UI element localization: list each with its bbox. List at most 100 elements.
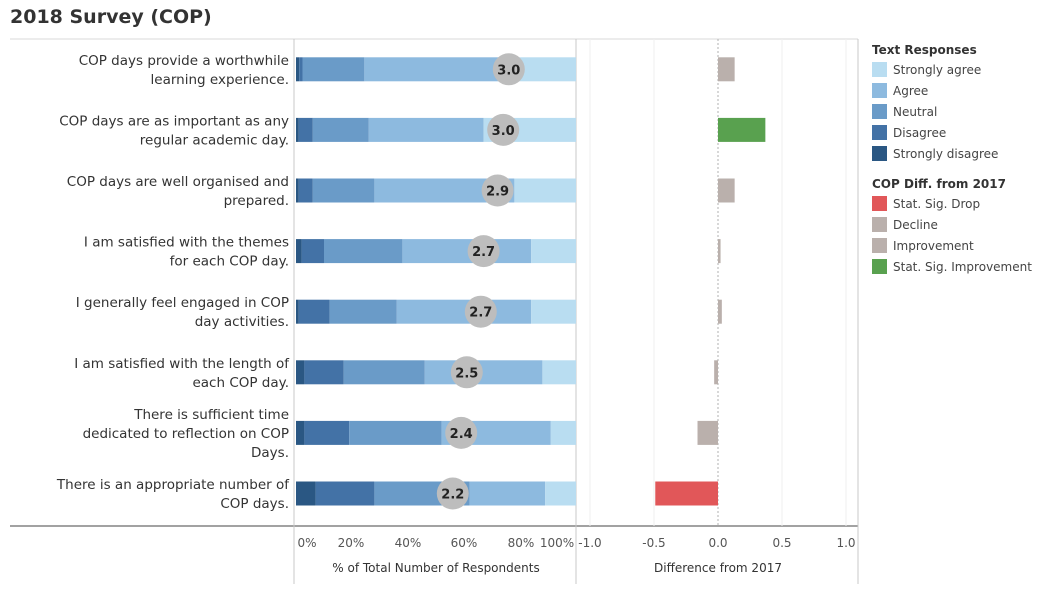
diff-bar — [697, 420, 718, 445]
legend-label: Improvement — [893, 239, 974, 253]
mean-label: 2.9 — [486, 185, 509, 200]
mean-marker — [481, 174, 514, 207]
bar-segment-neutral — [302, 57, 365, 82]
legend-swatch — [872, 146, 887, 161]
bar-segment-neutral — [324, 239, 403, 264]
bar-segment-agree — [402, 239, 532, 264]
bar-segment-strongly-disagree — [296, 178, 299, 203]
legend-swatch — [872, 104, 887, 119]
legend-swatch — [872, 259, 887, 274]
mean-label: 3.0 — [492, 124, 515, 139]
bar-segment-disagree — [304, 360, 344, 385]
question-label: COP days are as important as any regular … — [59, 113, 289, 148]
x-tick-label: 80% — [508, 536, 535, 550]
legend-swatch — [872, 62, 887, 77]
page-title: 2018 Survey (COP) — [10, 6, 212, 28]
mean-marker — [464, 295, 497, 328]
bar-segment-neutral — [312, 117, 369, 142]
legend-swatch — [872, 238, 887, 253]
legend-label: Decline — [893, 218, 938, 232]
mean-label: 2.4 — [450, 427, 473, 442]
mean-label: 2.7 — [472, 245, 495, 260]
question-label: There is sufficient time dedicated to ref… — [83, 407, 289, 461]
legend-swatch — [872, 125, 887, 140]
question-label: I generally feel engaged in COP day activ… — [76, 295, 289, 330]
x-tick-label: 60% — [451, 536, 478, 550]
bar-segment-strongly-disagree — [296, 360, 305, 385]
diff-bar — [655, 481, 718, 506]
mean-marker — [445, 416, 478, 449]
legend-swatch — [872, 217, 887, 232]
diff-bar — [718, 178, 735, 203]
diff-tick-label: -1.0 — [578, 536, 601, 550]
question-label: I am satisfied with the length of each CO… — [74, 356, 290, 391]
bar-segment-neutral — [343, 360, 425, 385]
mean-label: 2.7 — [469, 306, 492, 321]
legend-swatch — [872, 196, 887, 211]
bar-segment-strongly-agree — [531, 299, 576, 324]
bar-segment-disagree — [299, 57, 303, 82]
bar-segment-agree — [364, 57, 518, 82]
mean-marker — [436, 477, 469, 510]
diff-tick-label: 0.5 — [772, 536, 791, 550]
diff-bar — [718, 239, 721, 264]
bar-segment-agree — [396, 299, 532, 324]
legend-label: Stat. Sig. Drop — [893, 197, 981, 211]
mean-marker — [492, 53, 525, 86]
mean-marker — [450, 356, 483, 389]
question-label: There is an appropriate number of COP day… — [56, 477, 290, 512]
legend-label: Strongly agree — [893, 63, 982, 77]
mean-marker — [467, 235, 500, 268]
x-tick-label: 100% — [540, 536, 574, 550]
mean-marker — [487, 113, 520, 146]
question-label: COP days provide a worthwhile learning ex… — [79, 53, 289, 88]
legend-swatch — [872, 83, 887, 98]
bar-segment-strongly-disagree — [296, 481, 316, 506]
bar-segment-disagree — [315, 481, 375, 506]
legend-label: Agree — [893, 84, 929, 98]
diff-bar — [718, 117, 766, 142]
diff-bar — [714, 360, 718, 385]
bar-segment-strongly-agree — [531, 239, 576, 264]
bar-segment-agree — [424, 360, 543, 385]
x-tick-label: 20% — [338, 536, 365, 550]
bar-segment-strongly-disagree — [296, 239, 302, 264]
bar-segment-strongly-disagree — [296, 57, 300, 82]
legend-label: Stat. Sig. Improvement — [893, 260, 1032, 274]
mean-label: 2.2 — [441, 488, 464, 503]
diff-tick-label: -0.5 — [642, 536, 665, 550]
diff-tick-label: 0.0 — [708, 536, 727, 550]
bar-segment-disagree — [304, 420, 350, 445]
x-tick-label: 40% — [395, 536, 422, 550]
x-tick-label: 0% — [297, 536, 316, 550]
bar-segment-strongly-agree — [517, 57, 576, 82]
mean-label: 3.0 — [497, 63, 520, 78]
bar-segment-agree — [469, 481, 546, 506]
question-label: COP days are well organised and prepared. — [67, 174, 289, 209]
diff-tick-label: 1.0 — [836, 536, 855, 550]
bar-segment-neutral — [329, 299, 397, 324]
bar-segment-strongly-disagree — [296, 117, 299, 142]
diff-bar — [718, 299, 722, 324]
bar-segment-disagree — [298, 117, 313, 142]
bar-segment-strongly-agree — [550, 420, 576, 445]
question-label: I am satisfied with the themes for each C… — [84, 235, 289, 270]
legend-label: Disagree — [893, 126, 947, 140]
mean-label: 2.5 — [455, 366, 478, 381]
bar-segment-strongly-disagree — [296, 420, 305, 445]
legend-label: Neutral — [893, 105, 938, 119]
bar-segment-neutral — [349, 420, 442, 445]
bar-segment-neutral — [312, 178, 375, 203]
bar-segment-agree — [368, 117, 484, 142]
diff-axis-title: Difference from 2017 — [654, 561, 782, 575]
legend-title-diff: COP Diff. from 2017 — [872, 177, 1006, 191]
legend-title-text-responses: Text Responses — [872, 43, 977, 57]
diff-bar — [718, 57, 735, 82]
bar-segment-disagree — [301, 239, 324, 264]
bar-segment-strongly-agree — [542, 360, 576, 385]
bar-segment-strongly-agree — [514, 178, 576, 203]
legend-label: Strongly disagree — [893, 147, 999, 161]
bar-segment-disagree — [298, 299, 330, 324]
bar-segment-strongly-disagree — [296, 299, 299, 324]
